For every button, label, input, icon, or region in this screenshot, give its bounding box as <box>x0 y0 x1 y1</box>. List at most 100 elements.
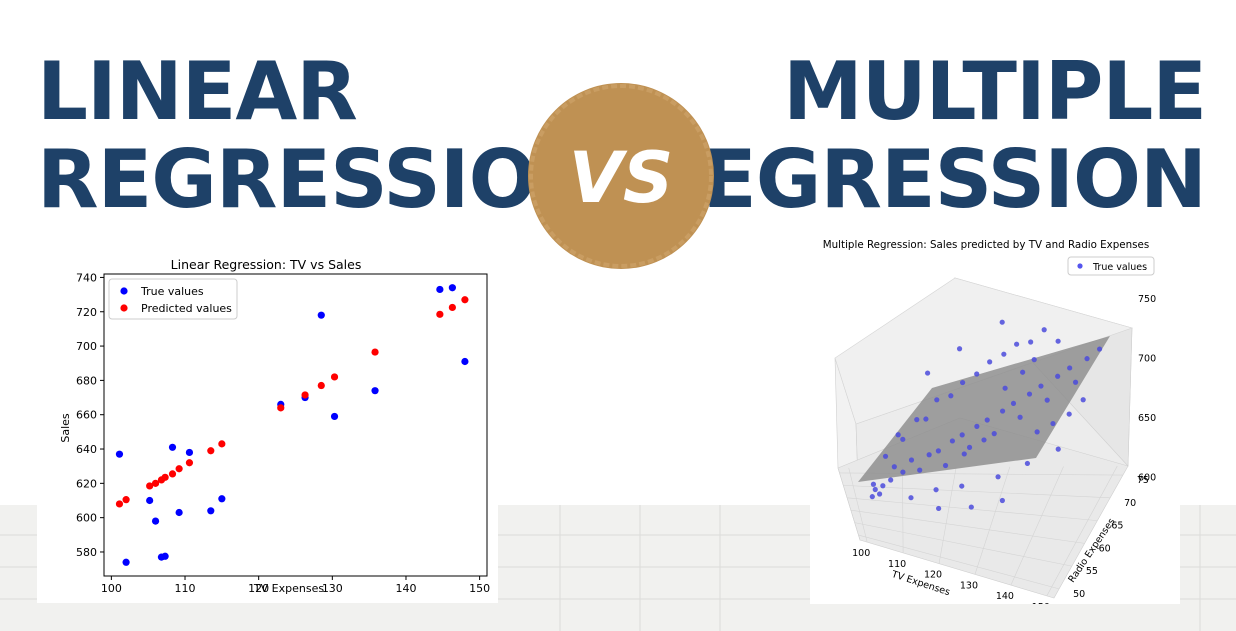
true-value-point-3d <box>995 474 1001 480</box>
floor-gridline-y <box>843 485 1111 499</box>
true-value-point-3d <box>1055 373 1061 379</box>
true-value-point-3d <box>917 467 923 473</box>
true-value-point-3d <box>924 370 931 376</box>
true-value-point <box>146 496 154 505</box>
predicted-value-point <box>218 440 226 448</box>
true-value-point-3d <box>1050 420 1056 427</box>
true-value-point-3d <box>1044 397 1050 403</box>
y-tick-label: 700 <box>76 340 97 353</box>
headline-multiple: MULTIPLE <box>783 45 1207 138</box>
legend-predicted-label: Predicted values <box>141 302 232 315</box>
predicted-value-point <box>371 348 379 356</box>
x-tick-label: 120 <box>248 582 269 595</box>
true-value-point-3d <box>966 444 973 450</box>
y-tick-label: 680 <box>76 374 97 387</box>
true-value-point <box>207 507 215 515</box>
true-value-point-3d <box>1017 414 1023 420</box>
x3d-tick-label: 150 <box>1032 602 1050 604</box>
predicted-value-point <box>161 473 169 481</box>
true-value-point-3d <box>1028 339 1034 345</box>
z3d-tick-label: 650 <box>1138 413 1156 424</box>
true-value-point-3d <box>1024 460 1031 467</box>
vs-badge-circle <box>528 83 714 269</box>
true-value-point-3d <box>869 494 875 500</box>
headline-regression-right: REGRESSION <box>641 133 1207 226</box>
true-value-point-3d <box>956 346 963 352</box>
x-tick-label: 130 <box>322 582 343 595</box>
y3d-tick-label: 60 <box>1099 543 1111 554</box>
predicted-value-point <box>301 391 309 399</box>
headline-linear: LINEAR <box>37 45 358 138</box>
y3d-tick-label: 75 <box>1137 475 1149 486</box>
true-value-point <box>461 357 469 366</box>
true-value-point-3d <box>974 423 980 429</box>
y3d-tick-label: 55 <box>1086 566 1098 577</box>
vs-badge: VS <box>528 83 714 269</box>
true-value-point-3d <box>987 359 993 365</box>
true-value-point-3d <box>959 432 965 438</box>
true-value-point-3d <box>870 481 877 487</box>
floor-gridline-x <box>848 467 868 543</box>
true-value-point <box>151 517 160 525</box>
chart2-title: Multiple Regression: Sales predicted by … <box>823 239 1149 251</box>
true-value-point <box>330 412 339 421</box>
true-value-point <box>185 448 194 457</box>
headline-regression-left: REGRESSION <box>37 133 603 226</box>
y-tick-label: 720 <box>76 306 97 319</box>
true-value-point-3d <box>872 486 878 493</box>
true-value-point-3d <box>908 457 915 463</box>
predicted-value-point <box>436 310 444 318</box>
linear-regression-chart-panel: Linear Regression: TV vs Sales TV Expens… <box>37 247 498 603</box>
regression-plane <box>858 336 1110 482</box>
vs-label: VS <box>569 137 674 219</box>
x-tick-label: 150 <box>469 582 490 595</box>
true-value-point-3d <box>948 393 954 399</box>
true-value-point <box>371 387 379 395</box>
floor-gridline-x <box>938 467 957 564</box>
true-value-point-3d <box>1067 365 1073 371</box>
true-value-point-3d <box>959 483 965 489</box>
true-value-point-3d <box>933 487 939 493</box>
true-value-point-3d <box>1026 391 1033 397</box>
predicted-value-point <box>151 479 160 487</box>
true-value-point-3d <box>900 436 906 442</box>
true-value-point <box>317 311 325 319</box>
true-value-point-3d <box>999 319 1005 325</box>
true-value-point-3d <box>1072 379 1079 385</box>
true-value-point-3d <box>1014 341 1020 347</box>
floor-gridline-y <box>850 509 1085 544</box>
true-value-point-3d <box>984 417 990 423</box>
predicted-value-point <box>175 465 183 473</box>
predicted-value-point <box>277 404 285 412</box>
floor-gridline-y <box>854 522 1072 567</box>
true-value-point-3d <box>935 448 941 454</box>
true-value-point-3d <box>908 495 914 501</box>
true-value-point-3d <box>1080 397 1086 403</box>
true-value-point-3d <box>888 477 894 483</box>
x3d-tick-label: 140 <box>996 591 1014 602</box>
true-value-point-3d <box>891 464 897 470</box>
true-value-point-3d <box>1055 446 1061 452</box>
true-value-point-3d <box>895 432 901 438</box>
predicted-value-point <box>146 482 154 490</box>
true-value-point-3d <box>914 417 920 423</box>
legend-true-marker <box>120 287 128 295</box>
predicted-value-point <box>461 296 469 304</box>
x3d-tick-label: 120 <box>924 570 942 581</box>
true-value-point-3d <box>926 452 932 458</box>
legend-true-values-label: True values <box>1092 262 1147 273</box>
true-value-point-3d <box>934 397 940 403</box>
true-value-point-3d <box>949 438 955 444</box>
chart2-legend: True values <box>1067 256 1155 276</box>
true-value-point-3d <box>999 408 1006 414</box>
legend-true-values-marker <box>1077 263 1083 269</box>
chart1-legend: True values Predicted values <box>108 278 238 320</box>
true-value-point-3d <box>1096 346 1103 352</box>
true-value-point-3d <box>1066 411 1072 417</box>
true-value-point-3d <box>1001 351 1007 357</box>
multiple-regression-chart-panel: Multiple Regression: Sales predicted by … <box>810 228 1180 613</box>
chart1-xlabel: TV Expenses <box>253 582 324 595</box>
x3d-tick-label: 110 <box>888 559 906 570</box>
true-value-point-3d <box>1002 385 1008 391</box>
predicted-value-point <box>115 500 124 508</box>
